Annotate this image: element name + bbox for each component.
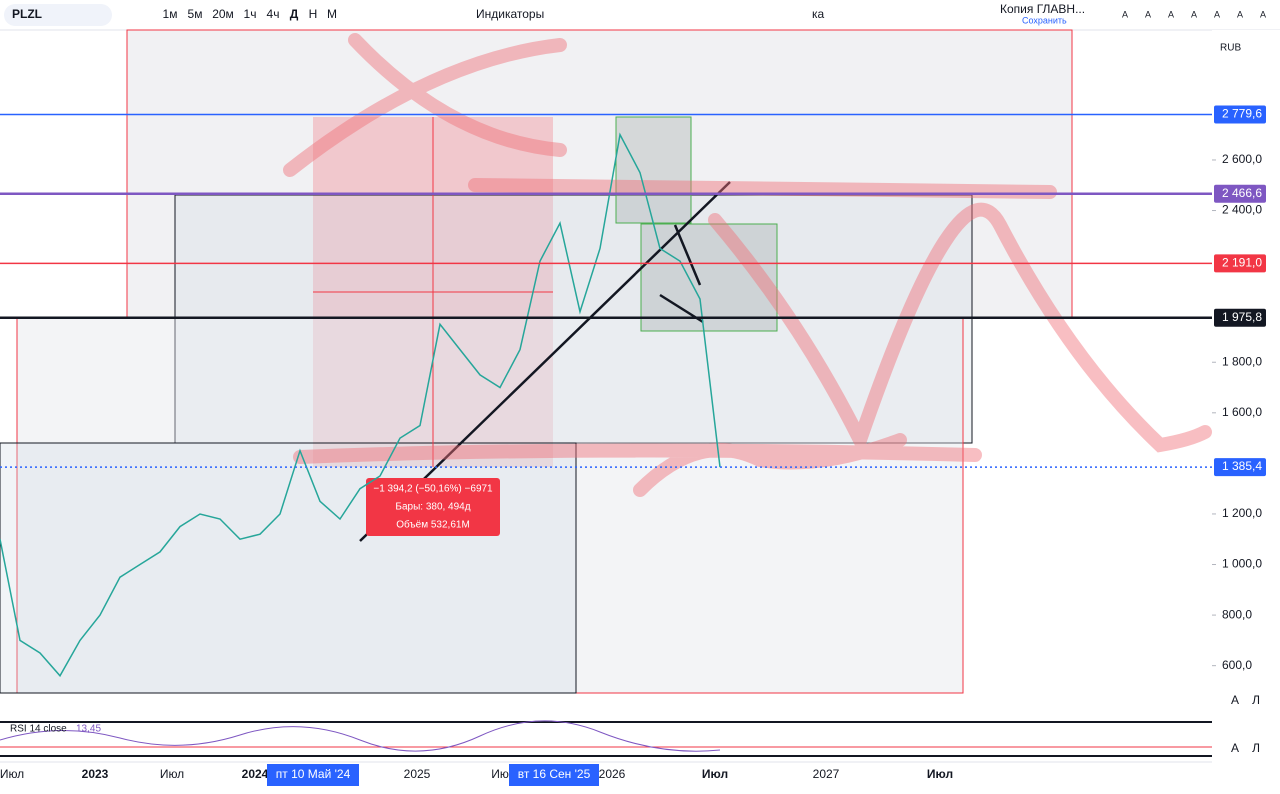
price-line: [0, 132, 721, 678]
zone: [615, 116, 692, 224]
price-tag-label: 2 466,6: [1222, 186, 1262, 200]
tooltip-bars: Бары: 380, 494д: [395, 502, 470, 513]
rsi-line: [0, 720, 721, 752]
y-tick-label: 1 600,0: [1222, 405, 1262, 419]
zone: [126, 29, 1073, 319]
tooltip-change: −1 394,2 (−50,16%) −6971: [373, 484, 493, 495]
date-badge-label: вт 16 Сен '25: [518, 767, 591, 781]
interval[interactable]: 20м: [212, 7, 234, 21]
x-tick-label: 2024: [242, 767, 269, 781]
interval[interactable]: 4ч: [267, 7, 280, 21]
interval[interactable]: Д: [290, 7, 299, 21]
tool-tail[interactable]: ка: [812, 7, 825, 21]
x-tick-label: 2023: [82, 767, 109, 781]
side-button[interactable]: A: [1231, 741, 1239, 755]
price-tag: [1214, 308, 1266, 327]
hand-stroke: [283, 33, 1212, 497]
drawings: [0, 29, 1212, 694]
side-button[interactable]: Л: [1252, 693, 1260, 707]
x-tick-label: Июл: [0, 767, 24, 781]
zone: [640, 223, 778, 332]
price-tag: [1214, 458, 1266, 477]
interval[interactable]: 5м: [188, 7, 203, 21]
font-button[interactable]: A: [1260, 9, 1266, 19]
y-tick-label: 1 000,0: [1222, 557, 1262, 571]
x-tick-label: 2026: [599, 767, 626, 781]
rsi-label: RSI 14 close: [10, 724, 67, 735]
y-tick-label: 2 600,0: [1222, 152, 1262, 166]
tooltip: [366, 478, 500, 536]
currency[interactable]: RUB: [1220, 43, 1241, 54]
y-tick-label: 1 200,0: [1222, 506, 1262, 520]
y-tick-label: 1 800,0: [1222, 354, 1262, 368]
y-tick-label: 800,0: [1222, 607, 1252, 621]
interval[interactable]: 1ч: [244, 7, 257, 21]
font-button[interactable]: A: [1237, 9, 1243, 19]
font-button[interactable]: A: [1122, 9, 1128, 19]
interval[interactable]: М: [327, 7, 337, 21]
date-badge: [509, 764, 599, 786]
font-button[interactable]: A: [1168, 9, 1174, 19]
symbol[interactable]: PLZL: [12, 7, 42, 21]
font-button[interactable]: A: [1214, 9, 1220, 19]
rsi-pane: RSI 14 close 13,45: [0, 720, 1212, 757]
price-tag: [1214, 184, 1266, 203]
indicators[interactable]: Индикаторы: [476, 7, 544, 21]
font-button[interactable]: A: [1145, 9, 1151, 19]
date-badge-label: пт 10 Май '24: [276, 767, 351, 781]
font-button[interactable]: A: [1191, 9, 1197, 19]
date-badge: [267, 764, 359, 786]
interval[interactable]: 1м: [163, 7, 178, 21]
tooltip-volume: Объём 532,61M: [396, 519, 470, 531]
price-tag: [1214, 105, 1266, 124]
price-axis: [1212, 30, 1280, 720]
price-tag-label: 2 191,0: [1222, 256, 1262, 270]
interval[interactable]: Н: [309, 7, 318, 21]
symbol-box[interactable]: [4, 4, 112, 26]
x-tick-label: 2025: [404, 767, 431, 781]
layout-name[interactable]: Копия ГЛАВН...: [1000, 2, 1085, 16]
y-tick-label: 2 400,0: [1222, 203, 1262, 217]
x-tick-label: Ию: [491, 767, 509, 781]
side-button[interactable]: A: [1231, 693, 1239, 707]
side-button[interactable]: Л: [1252, 741, 1260, 755]
price-tag: [1214, 254, 1266, 273]
x-tick-label: Июл: [160, 767, 184, 781]
price-tag-label: 1 975,8: [1222, 310, 1262, 324]
price-tag-label: 1 385,4: [1222, 459, 1262, 473]
toolbar: [0, 0, 1280, 30]
price-tag-label: 2 779,6: [1222, 107, 1262, 121]
x-tick-label: 2027: [813, 767, 840, 781]
y-tick-label: 600,0: [1222, 658, 1252, 672]
rsi-value: 13,45: [76, 724, 101, 735]
x-tick-label: Июл: [927, 767, 953, 781]
save[interactable]: Сохранить: [1022, 15, 1067, 25]
x-tick-label: Июл: [702, 767, 728, 781]
